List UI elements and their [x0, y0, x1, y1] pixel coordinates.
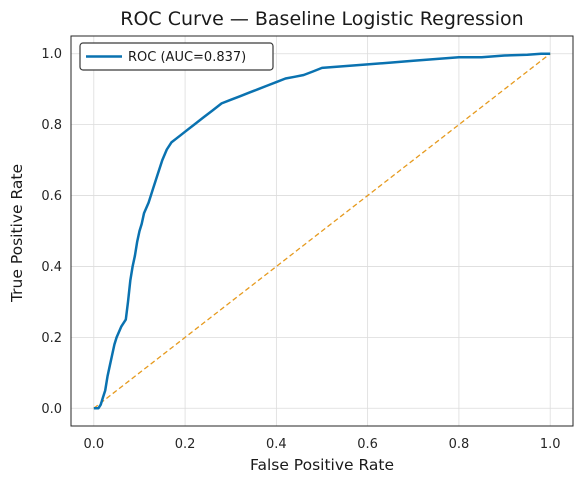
x-tick-label: 0.0: [83, 437, 104, 452]
legend-box: [79, 42, 274, 71]
plot-frame: [70, 35, 574, 427]
legend-label: ROC (AUC=0.837): [128, 50, 246, 65]
chance-line: [93, 53, 551, 409]
y-tick-label: 0.0: [41, 402, 62, 417]
chart-title: ROC Curve — Baseline Logistic Regression: [120, 8, 523, 30]
roc-curve-line: [93, 52, 551, 410]
plot-area: [93, 52, 551, 410]
y-axis-ticks: 0.0 0.2 0.4 0.6 0.8 1.0: [41, 47, 62, 417]
y-tick-label: 0.2: [41, 331, 62, 346]
legend: ROC (AUC=0.837): [79, 42, 274, 71]
y-tick-label: 0.6: [41, 189, 62, 204]
y-axis-label: True Positive Rate: [8, 164, 26, 303]
y-tick-label: 0.4: [41, 260, 62, 275]
x-axis-ticks: 0.0 0.2 0.4 0.6 0.8 1.0: [83, 437, 560, 452]
x-tick-label: 0.6: [357, 437, 378, 452]
x-tick-label: 0.2: [175, 437, 196, 452]
x-axis-label: False Positive Rate: [250, 456, 394, 474]
x-tick-label: 0.8: [449, 437, 470, 452]
y-tick-label: 0.8: [41, 118, 62, 133]
y-tick-label: 1.0: [41, 47, 62, 62]
x-tick-label: 0.4: [266, 437, 287, 452]
x-tick-label: 1.0: [540, 437, 561, 452]
